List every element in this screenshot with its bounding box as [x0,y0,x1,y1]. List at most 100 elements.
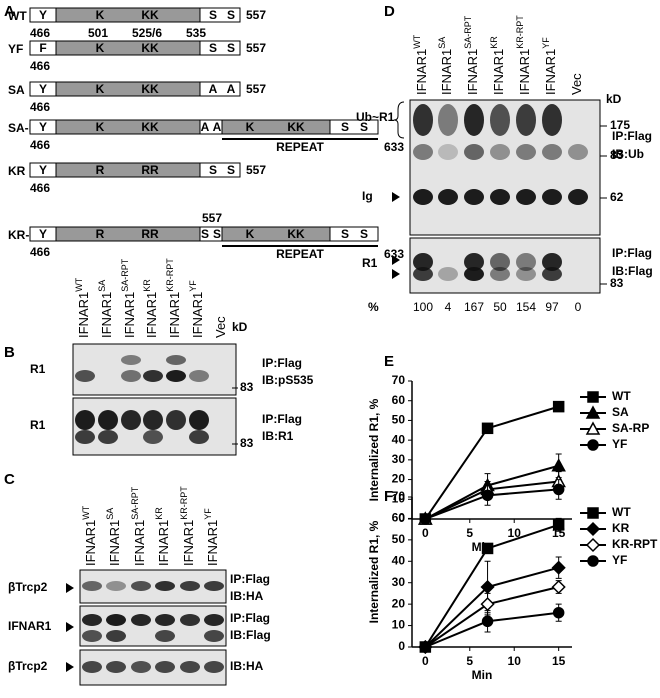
residue: Y [39,227,47,241]
panel-label: B [4,344,15,361]
band [542,253,562,271]
domain-box [329,226,379,242]
lane-label: IFNAR1YF [203,508,220,566]
residue: S [360,227,368,241]
lane-name: IFNAR1 [181,520,196,566]
band [166,370,186,382]
band-label: R1 [30,362,46,376]
blot [79,649,227,686]
construct-name: YF [8,42,23,56]
position: 557 [246,82,266,96]
band [568,189,588,205]
blot-label: IB:R1 [262,429,294,443]
band [438,189,458,205]
domain-box [55,226,201,242]
band [204,614,224,626]
marker [481,489,494,502]
band [542,104,562,136]
x-tick-label: 10 [508,526,522,540]
domain-box [55,119,201,135]
lane-label: IFNAR1WT [74,277,91,338]
construct-name: SA [8,83,25,97]
lane-name: IFNAR1 [439,49,454,95]
band [464,267,484,281]
band [516,189,536,205]
blot [72,343,237,396]
percent: 167 [464,300,484,314]
band [106,581,126,591]
position: 633 [384,140,404,154]
band [155,661,175,673]
band-label: βTrcp2 [8,580,48,594]
lane-label: IFNAR1SA-RPT [463,15,480,95]
domain-box [221,226,331,242]
residue: RR [141,163,159,177]
lane-name: Vec [569,73,584,95]
lane-name: IFNAR1 [414,49,429,95]
band [464,253,484,271]
panel-label: F [384,488,393,505]
band-label: Ub~R1 [356,110,395,124]
band-label: Ig [362,189,373,203]
band [180,661,200,673]
band [490,104,510,136]
lane-label: IFNAR1WT [412,34,429,95]
marker [552,606,565,619]
blot-label: IB:HA [230,659,264,673]
band [131,614,151,626]
y-tick-label: 60 [392,511,406,525]
domain-box [199,7,241,23]
band [82,630,102,642]
band [490,253,510,271]
lane-superscript: YF [541,37,551,49]
size-marker: 62 [610,190,624,204]
band [75,370,95,382]
arrow [66,622,74,632]
residue: RR [141,227,159,241]
lane-superscript: KR-RPT [165,258,175,292]
residue: K [96,82,105,96]
legend-marker [585,521,601,537]
lane-name: IFNAR1 [543,49,558,95]
size-marker: 83 [240,380,254,394]
legend-label: WT [612,389,631,403]
band [166,410,186,430]
band [106,661,126,673]
marker [481,422,494,435]
y-tick-label: 30 [392,575,406,589]
marker [419,513,432,525]
lane-name: IFNAR1 [465,49,480,95]
domain-box [55,7,201,23]
lane-superscript: KR [489,36,499,49]
band [490,189,510,205]
lane-label: IFNAR1KR [154,507,171,566]
residue: S [201,227,209,241]
band [464,104,484,136]
marker [552,519,565,531]
y-tick-label: 20 [392,596,406,610]
residue: S [213,227,221,241]
blot-label: IP:Flag [262,356,302,370]
band [413,267,433,281]
band [131,581,151,591]
domain-box [199,162,241,178]
y-tick-label: 50 [392,413,406,427]
residue: Y [39,8,47,22]
y-tick-label: 10 [392,618,406,632]
marker [551,458,566,472]
band [516,267,536,281]
y-axis-label: Internalized R1, % [367,520,381,623]
residue: K [96,120,105,134]
blot-label: IB:Flag [612,264,653,278]
percent: 50 [493,300,507,314]
band [75,430,95,444]
x-tick-label: 15 [552,654,566,668]
position: 466 [30,181,50,195]
band [121,355,141,365]
unit: kD [606,92,622,106]
x-tick-label: 0 [422,654,429,668]
marker [551,579,566,595]
lane-superscript: SA [105,508,115,520]
marker [552,400,565,413]
blot-label: IB:Ub [612,147,644,161]
